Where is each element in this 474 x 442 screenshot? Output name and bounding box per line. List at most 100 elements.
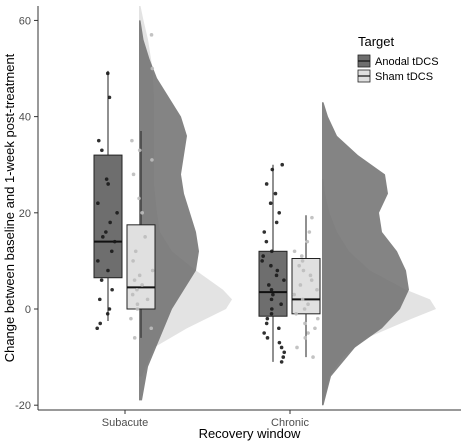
data-point xyxy=(99,278,104,282)
cloud-chronic-anodal xyxy=(322,102,409,406)
data-point xyxy=(262,230,267,234)
data-point xyxy=(282,278,286,282)
y-tick-label: -20 xyxy=(15,400,31,412)
data-point xyxy=(97,297,102,302)
data-point xyxy=(130,292,135,297)
x-tick-label: Chronic xyxy=(271,417,309,429)
data-point xyxy=(149,326,154,331)
box-iqr xyxy=(126,224,156,310)
data-point xyxy=(292,292,296,297)
data-point xyxy=(149,33,154,37)
data-point xyxy=(135,287,139,292)
legend-item: Sham tDCS xyxy=(357,69,433,83)
data-point xyxy=(277,326,281,331)
x-ticks: Subacute Chronic xyxy=(102,410,309,429)
y-tick-label: 60 xyxy=(19,15,31,27)
data-point xyxy=(279,302,283,306)
data-point xyxy=(96,201,100,205)
data-point xyxy=(303,321,307,326)
y-tick-label: 40 xyxy=(19,112,31,124)
data-point xyxy=(264,321,269,326)
data-point xyxy=(295,345,299,350)
data-point xyxy=(135,302,140,306)
data-point xyxy=(145,297,150,302)
data-point xyxy=(299,254,304,258)
data-point xyxy=(300,259,305,263)
boxplot-subacute-anodal xyxy=(93,70,123,322)
data-point xyxy=(105,71,110,76)
data-point xyxy=(274,220,279,225)
data-point xyxy=(109,249,114,254)
data-point xyxy=(269,297,274,302)
boxplot-chronic-sham xyxy=(291,215,321,358)
data-point xyxy=(108,220,112,225)
data-point xyxy=(262,331,266,335)
data-point xyxy=(137,196,141,201)
data-point xyxy=(107,95,112,100)
box-iqr xyxy=(93,154,123,279)
data-point xyxy=(305,239,310,244)
data-point xyxy=(130,138,134,143)
data-point xyxy=(110,287,114,292)
data-point xyxy=(269,263,273,268)
data-point xyxy=(265,316,270,321)
data-point xyxy=(150,268,155,273)
data-point xyxy=(107,307,112,311)
data-point xyxy=(306,302,310,306)
data-point xyxy=(275,268,280,273)
data-point xyxy=(150,66,155,71)
data-point xyxy=(260,259,264,263)
data-point xyxy=(315,287,319,292)
data-point xyxy=(274,273,279,278)
data-point xyxy=(98,321,103,326)
data-point xyxy=(264,239,269,244)
data-point xyxy=(270,167,275,172)
data-point xyxy=(300,297,305,302)
data-point xyxy=(270,249,274,254)
data-point xyxy=(302,307,307,311)
data-point xyxy=(140,283,144,287)
data-point xyxy=(269,312,274,316)
axes xyxy=(37,6,461,411)
data-point xyxy=(106,268,110,273)
data-point xyxy=(269,287,274,292)
data-point xyxy=(292,249,297,254)
data-point xyxy=(135,307,140,311)
data-point xyxy=(105,312,110,316)
data-point xyxy=(270,307,274,311)
data-point xyxy=(140,211,145,215)
legend-title: Target xyxy=(358,34,395,49)
data-point xyxy=(261,254,265,258)
data-point xyxy=(310,215,314,220)
data-point xyxy=(150,158,154,162)
data-point xyxy=(307,230,312,234)
data-point xyxy=(313,326,317,331)
data-point xyxy=(131,259,135,263)
data-point xyxy=(265,336,270,340)
data-point xyxy=(268,201,273,205)
data-point xyxy=(280,162,285,167)
data-point xyxy=(315,316,320,321)
data-point xyxy=(277,340,282,345)
data-point xyxy=(96,259,100,263)
data-point xyxy=(266,283,271,287)
data-point xyxy=(143,235,147,239)
data-point xyxy=(306,331,310,335)
data-point xyxy=(271,292,275,297)
y-ticks: -20 0 20 40 60 xyxy=(15,15,38,412)
y-tick-label: 0 xyxy=(25,304,31,316)
y-axis-title: Change between baseline and 1-week post-… xyxy=(2,53,17,362)
data-point xyxy=(277,211,282,215)
data-point xyxy=(129,316,133,321)
legend-label: Sham tDCS xyxy=(375,71,433,83)
data-points xyxy=(95,33,320,364)
data-point xyxy=(104,177,109,181)
data-point xyxy=(132,336,137,340)
data-point xyxy=(298,283,303,287)
legend-item: Anodal tDCS xyxy=(357,54,439,68)
cloud-subacute-anodal xyxy=(139,20,199,401)
y-tick-label: 20 xyxy=(19,208,31,220)
data-point xyxy=(106,182,110,186)
x-tick-label: Subacute xyxy=(102,417,148,429)
